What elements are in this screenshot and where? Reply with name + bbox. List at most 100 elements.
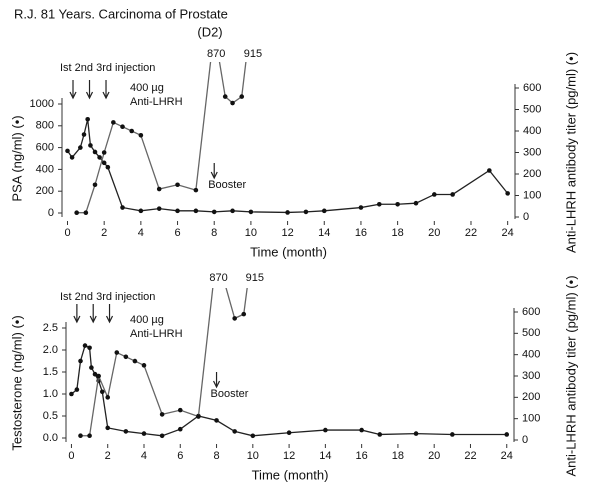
y2-tick-label: 500 [522,327,540,339]
series-line [76,62,247,214]
data-point [241,311,247,317]
y2-tick-label: 400 [522,349,540,361]
annotation: Ist 2nd 3rd injection [60,62,155,74]
data-point [138,133,144,138]
y-tick-label: 400 [36,163,54,175]
data-point [214,252,219,257]
x-tick-label: 20 [428,227,440,239]
data-point [78,433,83,439]
y2-axis-label: Anti-LHRH antibody titer (pg/ml) (•) [563,52,578,253]
data-point [141,431,147,436]
annotation: 400 µg [130,314,164,326]
data-point [92,371,98,377]
arrow-head [69,91,77,100]
x-tick-label: 0 [64,227,70,239]
data-point [359,427,364,433]
data-point [175,208,180,214]
x-tick-label: 22 [465,227,477,239]
y-axis-label: PSA (ng/ml) (•) [9,115,24,201]
data-point [232,429,237,434]
data-point [177,407,183,413]
y2-axis-label: Anti-LHRH antibody titer (pg/ml) (•) [563,275,578,476]
data-point [321,208,327,214]
data-point [65,148,70,154]
x-tick-label: 6 [177,450,183,462]
data-point [413,431,419,436]
x-tick-label: 6 [174,227,180,239]
annotation: Anti-LHRH [130,96,183,108]
data-point [105,395,111,400]
data-point [505,191,510,196]
data-point [85,116,90,122]
data-point [120,124,125,129]
data-point [193,208,199,214]
data-point [285,210,290,215]
annotation: Anti-LHRH [130,328,183,340]
data-point [92,149,98,155]
y-tick-label: 800 [36,120,54,132]
arrow-head [89,315,97,324]
x-tick-label: 18 [392,450,404,462]
series-line [66,119,509,214]
data-point [450,432,455,437]
arrow-head [102,91,110,100]
x-tick-label: 24 [502,227,514,239]
x-tick-label: 12 [283,450,295,462]
x-tick-label: 16 [355,227,367,239]
data-point [87,345,92,351]
y-tick-label: 1.5 [43,366,58,378]
y2-tick-label: 300 [523,146,541,158]
y2-tick-label: 200 [522,391,540,403]
x-tick-label: 2 [105,450,111,462]
data-point [286,430,292,436]
data-point [196,414,201,419]
data-point [88,143,93,148]
y2-tick-label: 0 [523,211,529,223]
data-point [248,209,254,215]
data-point [87,433,92,439]
y2-tick-label: 600 [523,82,541,94]
data-point [230,208,235,214]
x-tick-label: 8 [213,450,219,462]
data-point [376,201,382,207]
data-point [432,192,437,197]
data-point [193,187,199,193]
data-point [156,206,162,211]
y-tick-label: 1000 [30,98,54,110]
data-point [358,205,364,210]
data-point [159,433,165,439]
arrow-head [73,315,81,324]
data-point [123,429,129,434]
arrow-head [210,171,218,180]
x-tick-label: 20 [428,450,440,462]
data-point [97,155,102,160]
x-tick-label: 24 [501,450,513,462]
data-point [83,210,89,215]
x-tick-label: 14 [319,450,331,462]
data-label: 870 [209,272,227,284]
y-axis-label: Testosterone (ng/ml) (•) [9,315,24,450]
data-point [82,343,88,348]
data-point [303,209,309,215]
data-point [250,433,256,439]
data-point [129,128,134,134]
data-label: 870 [207,48,225,60]
data-point [120,205,125,210]
annotation: Ist 2nd 3rd injection [60,291,155,303]
x-tick-label: 0 [68,450,74,462]
data-point [141,363,147,368]
data-point [156,186,162,192]
y2-tick-label: 100 [522,413,540,425]
data-point [101,160,107,166]
arrow-head [85,91,94,100]
data-point [450,192,455,197]
data-point [211,209,217,215]
x-axis-label: Time (month) [250,244,327,259]
data-point [81,132,87,137]
x-tick-label: 4 [141,450,147,462]
x-tick-label: 14 [318,227,330,239]
data-label: 915 [244,48,262,60]
data-point [177,426,183,432]
data-point [69,155,75,160]
x-axis-label: Time (month) [252,467,329,482]
